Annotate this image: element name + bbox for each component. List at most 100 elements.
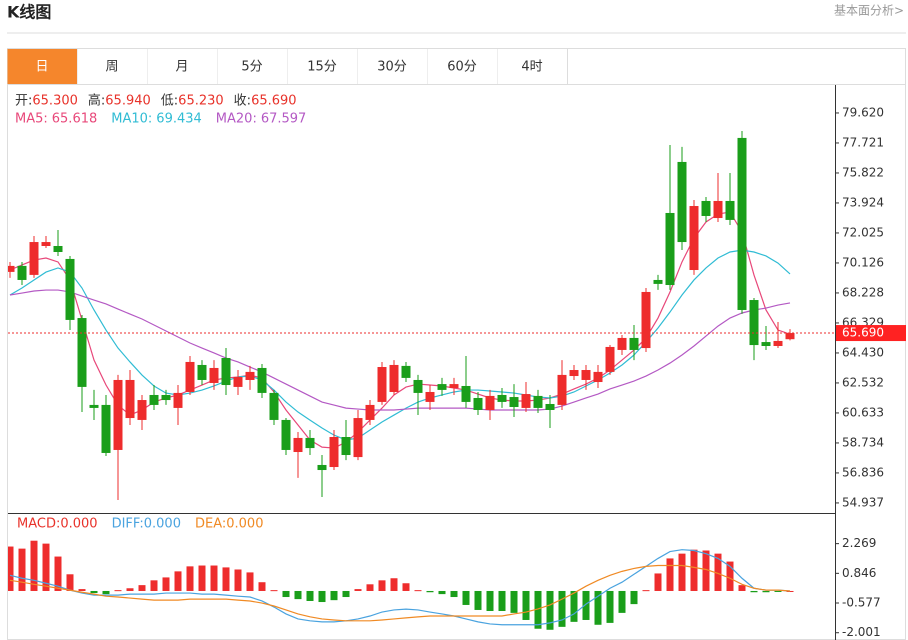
macd-bar xyxy=(90,590,98,594)
readout: 0.000 xyxy=(60,517,97,532)
readout: MA5: xyxy=(15,112,48,127)
macd-bar xyxy=(762,590,770,593)
macd-bar xyxy=(390,578,398,591)
candle-body xyxy=(137,400,147,420)
macd-bar xyxy=(474,590,482,610)
candle-body xyxy=(653,279,663,284)
candle-body xyxy=(557,374,567,405)
tab[interactable]: 5分 xyxy=(217,49,288,84)
candle-body xyxy=(629,337,639,350)
candle-body xyxy=(185,361,195,392)
macd-bar xyxy=(282,590,290,598)
macd-bar xyxy=(138,585,146,591)
candle-body xyxy=(389,364,399,392)
y-tick-label: 64.430 xyxy=(842,345,884,359)
readout: 0.000 xyxy=(144,517,181,532)
macd-bar xyxy=(606,590,614,623)
candle-body xyxy=(353,418,363,458)
candle-body xyxy=(689,206,699,271)
tab-label: 5分 xyxy=(241,60,262,75)
readout: 65.300 xyxy=(32,94,78,109)
tab[interactable]: 4时 xyxy=(497,49,568,84)
macd-bar xyxy=(354,589,362,591)
macd-bar xyxy=(630,590,638,605)
candle-body xyxy=(641,291,651,349)
macd-bar xyxy=(234,569,242,591)
macd-bar xyxy=(198,565,206,591)
tab[interactable]: 15分 xyxy=(287,49,358,84)
readout: 0.000 xyxy=(226,517,263,532)
tab[interactable]: 月 xyxy=(147,49,218,84)
tab[interactable]: 周 xyxy=(77,49,148,84)
candle-body xyxy=(413,379,423,393)
candle-body xyxy=(77,318,87,387)
candle-body xyxy=(593,371,603,383)
tab[interactable]: 60分 xyxy=(427,49,498,84)
candle-body xyxy=(581,370,591,380)
candle-body xyxy=(545,403,555,410)
tab[interactable]: 日 xyxy=(7,49,78,84)
macd-layer xyxy=(8,540,794,630)
candle-body xyxy=(761,342,771,347)
candle-body xyxy=(449,384,459,389)
readout: MA10: xyxy=(111,112,152,127)
candle-body xyxy=(305,437,315,449)
tab-label: 30分 xyxy=(377,60,407,75)
macd-bar xyxy=(294,590,302,600)
analysis-link[interactable]: 基本面分析> xyxy=(834,4,904,18)
macd-line xyxy=(9,564,791,622)
candle-body xyxy=(173,392,183,408)
candle-body xyxy=(521,394,531,408)
macd-bar xyxy=(126,588,134,591)
macd-bar xyxy=(30,540,38,591)
candle-body xyxy=(425,391,435,402)
macd-bar xyxy=(114,590,122,592)
tab-bg xyxy=(7,49,78,84)
y-tick-label: 62.532 xyxy=(842,375,884,389)
candle-body xyxy=(533,395,543,408)
tab-label: 15分 xyxy=(307,60,337,75)
candle-body xyxy=(737,137,747,310)
y-tick-label: -2.001 xyxy=(842,625,881,639)
readout: 65.230 xyxy=(178,94,224,109)
current-price-label: 65.690 xyxy=(842,326,884,340)
candle-body xyxy=(665,212,675,286)
candle-body xyxy=(401,365,411,378)
macd-bar xyxy=(666,558,674,591)
macd-bar xyxy=(654,573,662,591)
macd-bar xyxy=(330,590,338,601)
candle-body xyxy=(197,364,207,380)
readout: DIFF: xyxy=(112,517,144,532)
macd-bar xyxy=(510,590,518,613)
y-tick-label: 0.846 xyxy=(842,566,876,580)
candle-body xyxy=(677,161,687,243)
candle-body xyxy=(29,242,39,275)
macd-bar xyxy=(426,590,434,593)
macd-bar xyxy=(642,590,650,592)
macd-bar xyxy=(582,590,590,620)
tab-label: 周 xyxy=(105,60,118,75)
candle-body xyxy=(473,397,483,410)
candle-body xyxy=(605,346,615,372)
macd-bar xyxy=(342,590,350,598)
y-tick-label: 79.620 xyxy=(842,105,884,119)
y-tick-label: 2.269 xyxy=(842,536,876,550)
tab-bg xyxy=(357,49,428,84)
macd-bar xyxy=(78,589,86,591)
candle-body xyxy=(437,384,447,390)
macd-bar xyxy=(438,590,446,595)
ma-line xyxy=(9,249,791,441)
readout: 65.690 xyxy=(251,94,297,109)
candle-body xyxy=(281,419,291,450)
candle-body xyxy=(17,265,27,280)
candle-body xyxy=(113,379,123,450)
y-tick-label: 77.721 xyxy=(842,135,884,149)
candle-body xyxy=(233,376,243,387)
macd-bar xyxy=(246,572,254,591)
y-tick-label: 54.937 xyxy=(842,495,884,509)
candle-body xyxy=(569,370,579,377)
tab[interactable]: 30分 xyxy=(357,49,428,84)
candle-body xyxy=(245,371,255,380)
candle-body xyxy=(725,200,735,220)
macd-bar xyxy=(546,590,554,630)
